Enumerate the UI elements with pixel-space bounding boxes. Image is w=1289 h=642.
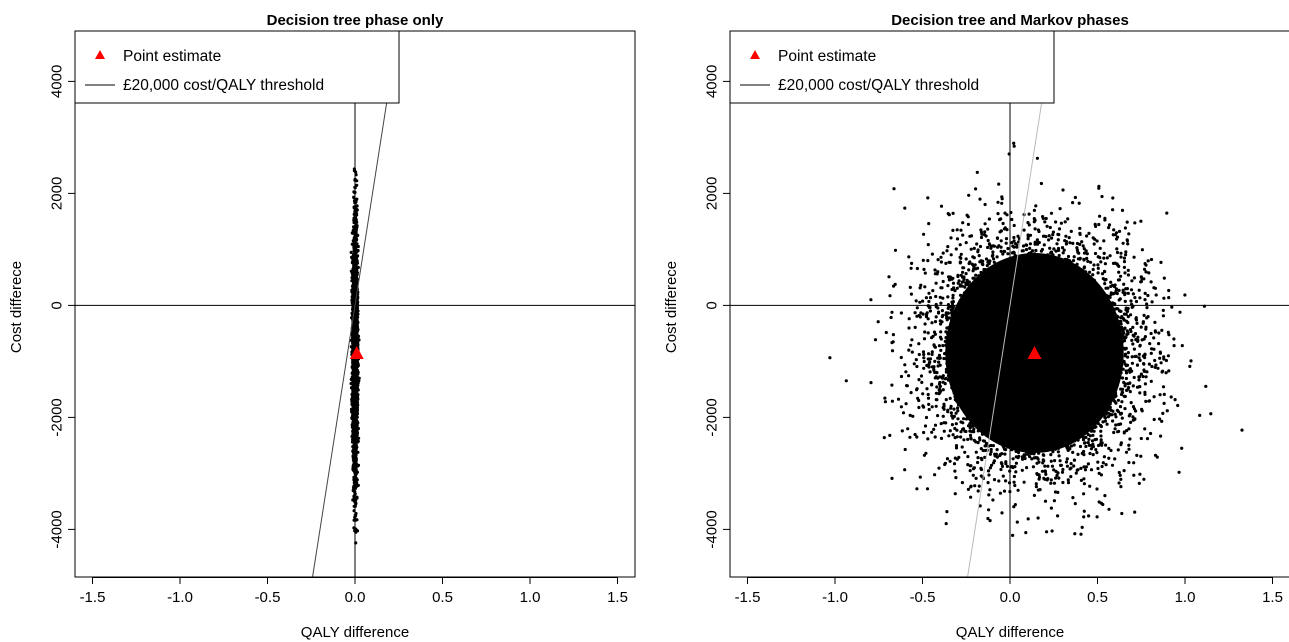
y-tick-label: 0 bbox=[704, 301, 721, 309]
x-axis-label: QALY difference bbox=[301, 624, 409, 641]
plot-area: -1.5 -1.0 -0.5 0.0 0.5 1.0 1.5 -4000 -2000 0 2000 4… bbox=[49, 30, 636, 606]
y-axis-label: Cost differece bbox=[663, 261, 680, 353]
y-tick-label: -4000 bbox=[49, 510, 66, 548]
scatter-points bbox=[828, 141, 1244, 538]
legend-label-threshold: £20,000 cost/QALY threshold bbox=[123, 77, 324, 94]
chart-title: Decision tree and Markov phases bbox=[891, 12, 1129, 29]
x-tick-label: 0.5 bbox=[432, 589, 453, 606]
x-tick-label: 1.0 bbox=[1175, 589, 1196, 606]
legend: Point estimate £20,000 cost/QALY threshol… bbox=[729, 30, 1055, 104]
x-tick-label: -1.0 bbox=[167, 589, 193, 606]
y-tick-label: 2000 bbox=[49, 177, 66, 210]
x-tick-label: -1.0 bbox=[822, 589, 848, 606]
legend-marker-point-estimate bbox=[95, 50, 105, 59]
legend-label-point-estimate: Point estimate bbox=[123, 48, 221, 65]
x-tick-label: -0.5 bbox=[910, 589, 936, 606]
legend-label-threshold: £20,000 cost/QALY threshold bbox=[778, 77, 979, 94]
y-axis-label: Cost differece bbox=[8, 261, 25, 353]
threshold-line bbox=[967, 31, 1054, 577]
y-tick-label: 4000 bbox=[49, 65, 66, 98]
plot-area: -1.5 -1.0 -0.5 0.0 0.5 1.0 1.5 -4000 -2000 0 2000 4… bbox=[704, 30, 1289, 606]
legend-box bbox=[729, 30, 1055, 104]
x-tick-label: -1.5 bbox=[80, 589, 106, 606]
y-tick-label: 2000 bbox=[704, 177, 721, 210]
x-tick-label: 1.0 bbox=[520, 589, 541, 606]
chart-panel-decision-tree: Decision tree phase only Cost differece … bbox=[8, 12, 636, 641]
point-estimate-marker bbox=[349, 346, 364, 359]
y-tick-label: 0 bbox=[49, 301, 66, 309]
legend-marker-point-estimate bbox=[750, 50, 760, 59]
legend-box bbox=[74, 30, 400, 104]
y-tick-label: -2000 bbox=[704, 398, 721, 436]
x-tick-label: 0.5 bbox=[1087, 589, 1108, 606]
legend: Point estimate £20,000 cost/QALY threshol… bbox=[74, 30, 400, 104]
threshold-line bbox=[312, 31, 399, 577]
chart-title: Decision tree phase only bbox=[267, 12, 444, 29]
x-tick-label: -1.5 bbox=[735, 589, 761, 606]
y-tick-label: -2000 bbox=[49, 398, 66, 436]
x-tick-label: 0.0 bbox=[1000, 589, 1021, 606]
x-tick-label: 1.5 bbox=[607, 589, 628, 606]
x-tick-label: -0.5 bbox=[255, 589, 281, 606]
legend-label-point-estimate: Point estimate bbox=[778, 48, 876, 65]
x-tick-label: 1.5 bbox=[1262, 589, 1283, 606]
x-axis-label: QALY difference bbox=[956, 624, 1064, 641]
chart-panel-decision-tree-markov: Decision tree and Markov phases Cost dif… bbox=[663, 12, 1289, 641]
y-tick-label: -4000 bbox=[704, 510, 721, 548]
y-tick-label: 4000 bbox=[704, 65, 721, 98]
point-estimate-marker bbox=[1027, 346, 1042, 359]
x-tick-label: 0.0 bbox=[345, 589, 366, 606]
